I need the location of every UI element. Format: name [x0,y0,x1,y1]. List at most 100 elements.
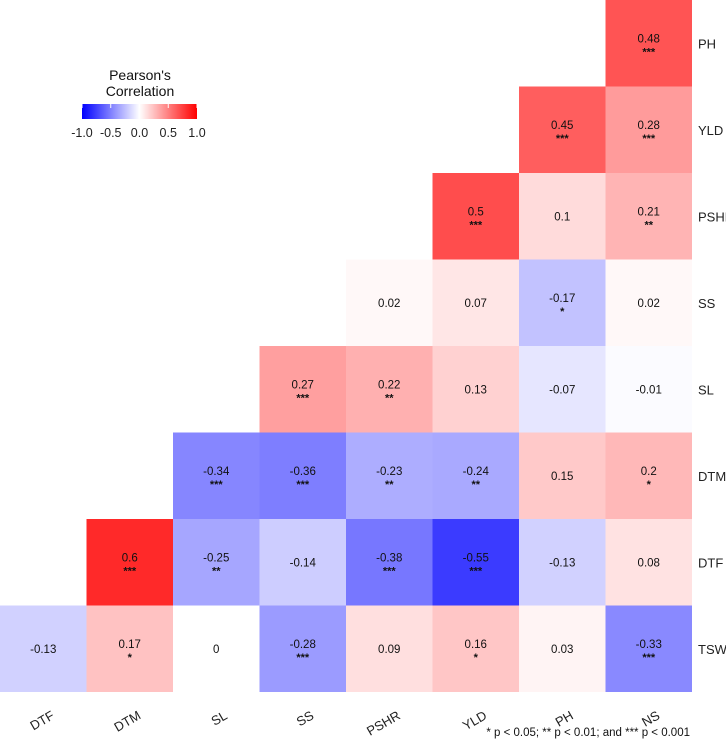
cell-value-label: -0.55 [463,552,489,564]
cell-significance-label: ** [385,392,394,404]
cell-value-label: -0.23 [376,466,402,478]
legend-title-line1: Pearson's [109,67,171,83]
heatmap-cell-ss-yld [432,259,519,346]
cell-significance-label: *** [296,392,310,404]
cell-value-label: 0.45 [551,120,573,132]
heatmap-cell-tsw-ss [259,605,346,692]
cell-significance-label: *** [556,133,570,145]
cell-value-label: -0.01 [636,384,662,396]
heatmap-cell-sl-ph [519,346,606,433]
heatmap-cell-tsw-dtm [86,605,173,692]
cell-value-label: -0.14 [290,557,317,569]
cell-value-label: 0.02 [378,298,400,310]
legend-tick-label: 0.5 [160,126,177,140]
heatmap-cell-tsw-yld [432,605,519,692]
y-tick-label: YLD [698,123,723,138]
cell-value-label: 0.03 [551,644,573,656]
heatmap-cell-yld-ns [605,86,692,173]
cell-significance-label: *** [123,565,137,577]
cell-value-label: 0.21 [638,206,660,218]
cell-value-label: 0.22 [378,379,400,391]
heatmap-cell-dtf-dtm [86,519,173,606]
y-tick-label: DTM [698,469,726,484]
cell-significance-label: *** [642,133,656,145]
heatmap-cell-dtm-ns [605,432,692,519]
x-tick-label: SL [208,708,229,729]
cell-value-label: -0.38 [376,552,402,564]
y-tick-label: TSW [698,642,726,657]
heatmap-cell-tsw-dtf [0,605,87,692]
heatmap-cell-tsw-ph [519,605,606,692]
heatmap-cell-dtm-yld [432,432,519,519]
heatmap-cell-dtf-ss [259,519,346,606]
cell-value-label: 0.02 [638,298,660,310]
cell-value-label: 0.07 [465,298,487,310]
heatmap-cell-dtm-ph [519,432,606,519]
heatmap-cell-dtf-ns [605,519,692,606]
heatmap-cell-ss-ns [605,259,692,346]
significance-footnote: * p < 0.05; ** p < 0.01; and *** p < 0.0… [486,727,690,739]
cell-significance-label: * [560,306,565,318]
cell-significance-label: *** [642,652,656,664]
cell-significance-label: *** [469,565,483,577]
heatmap-cell-dtf-sl [173,519,260,606]
heatmap-cell-yld-ph [519,86,606,173]
heatmap-cell-tsw-pshr [346,605,433,692]
cell-significance-label: ** [212,565,221,577]
cell-value-label: 0.09 [378,644,400,656]
cell-value-label: 0.08 [638,557,660,569]
cell-value-label: -0.17 [549,293,575,305]
cell-significance-label: *** [642,46,656,58]
heatmap-cell-ss-ph [519,259,606,346]
x-tick-label: PSHR [364,708,403,739]
cell-value-label: 0.2 [641,466,657,478]
heatmap-cell-tsw-ns [605,605,692,692]
heatmap-cell-pshr-ns [605,173,692,260]
heatmap-cell-dtm-pshr [346,432,433,519]
heatmap-cell-sl-pshr [346,346,433,433]
cell-value-label: 0.17 [119,639,141,651]
cell-significance-label: *** [469,219,483,231]
cell-value-label: 0.16 [465,639,487,651]
heatmap-cell-dtf-yld [432,519,519,606]
cell-significance-label: *** [383,565,397,577]
cell-value-label: -0.13 [30,644,56,656]
cell-value-label: 0.13 [465,384,487,396]
cell-value-label: 0.48 [638,33,660,45]
cell-value-label: 0.15 [551,471,573,483]
cell-value-label: -0.33 [636,639,662,651]
y-tick-label: PSHR [698,209,726,224]
cell-significance-label: * [647,479,652,491]
y-tick-label: SS [698,296,716,311]
legend-ticks: -1.0 -0.5 0.0 0.5 1.0 [71,104,206,140]
cell-significance-label: * [128,652,133,664]
heatmap-cell-pshr-yld [432,173,519,260]
legend-tick-label: 0.0 [131,126,148,140]
cell-value-label: -0.28 [290,639,316,651]
legend-tick-label: -0.5 [100,126,122,140]
legend-tick-label: 1.0 [188,126,205,140]
cell-significance-label: *** [296,652,310,664]
heatmap-cell-sl-ns [605,346,692,433]
x-tick-label: YLD [460,708,489,734]
legend: Pearson's Correlation -1.0 -0.5 0.0 0.5 1.0 [71,67,206,140]
y-axis-tick-labels: PH YLD PSHR SS SL DTM DTF TSW [698,36,726,657]
x-tick-label: DTM [111,708,143,735]
heatmap-cell-pshr-ph [519,173,606,260]
cell-value-label: -0.25 [203,552,229,564]
cell-significance-label: *** [210,479,224,491]
cell-value-label: -0.13 [549,557,575,569]
x-tick-label: SS [294,707,317,729]
heatmap-cell-sl-ss [259,346,346,433]
heatmap-cell-sl-yld [432,346,519,433]
heatmap-cell-dtf-pshr [346,519,433,606]
legend-tick-label: -1.0 [71,126,93,140]
heatmap-cell-dtm-ss [259,432,346,519]
heatmap-cell-dtm-sl [173,432,260,519]
cell-significance-label: * [474,652,479,664]
cell-significance-label: ** [644,219,653,231]
y-tick-label: PH [698,36,716,51]
heatmap-cell-ph-ns [605,0,692,87]
y-tick-label: SL [698,382,714,397]
heatmap-cell-dtf-ph [519,519,606,606]
